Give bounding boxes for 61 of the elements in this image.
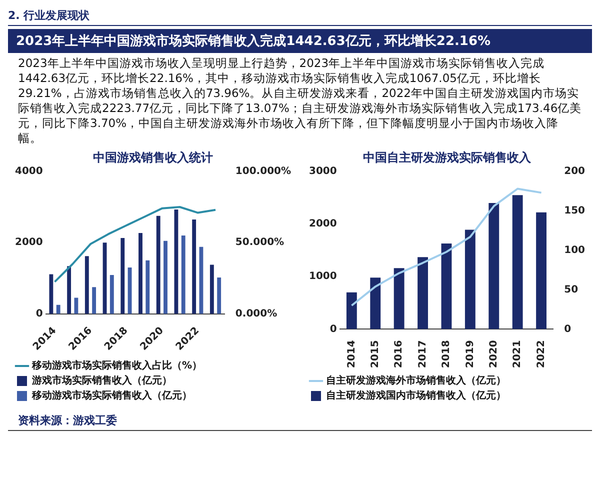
bar [92, 287, 96, 314]
y2-tick-label: 50.000% [235, 237, 284, 248]
bar [217, 278, 222, 314]
bar [370, 278, 381, 330]
x-tick-label: 2017 [417, 340, 428, 368]
x-tick-label: 2022 [536, 340, 547, 368]
bar [84, 256, 89, 314]
bar [512, 195, 523, 330]
bar [464, 230, 476, 330]
text: 2. 行业发展现状 [8, 8, 592, 26]
x-tick-label: 2016 [394, 340, 405, 368]
x-tick-label: 2020 [488, 340, 500, 368]
text: 2023年上半年中国游戏市场收入呈现明显上行趋势，2023年上半年中国游戏市场实际销售收入完成1442.63亿元，环比增长22.16%，其中，移动游戏市场实际销售收入完成1067.05亿元，环比增长29.21%，占游戏市场销售总收入的73.96%。从自主研发游戏来看，2022年中国自主研发游戏国内市场实际销售收入完成2223.77亿元，同比下降了13.07%；自主研发游戏海外市场实际销售收入完成173.46亿美元，同比下降3.70%，中国自主研发游戏海外市场收入有所下降，但下降幅度明显小于国内市场收入降幅。 [17, 55, 583, 147]
x-tick-label: 2014 [346, 340, 358, 368]
y2-tick-label: 0.000% [235, 308, 278, 320]
text: 资料来源：游戏工委 [8, 411, 592, 431]
bar [346, 292, 357, 330]
legend-label: 移动游戏市场实际销售收入（亿元） [31, 390, 192, 402]
bar [56, 304, 60, 314]
text: 2023年上半年中国游戏市场实际销售收入完成1442.63亿元，环比增长22.16% [8, 29, 592, 53]
y2-tick-label: 100.000% [235, 166, 292, 177]
chart-title: 中国游戏销售收入统计 [93, 150, 213, 164]
y2-tick-label: 50 [564, 284, 578, 296]
bar [164, 240, 168, 314]
chart-title: 中国自主研发游戏实际销售收入 [363, 150, 532, 164]
bar [146, 260, 150, 314]
bar [174, 210, 178, 314]
y-tick-label: 4000 [14, 166, 43, 177]
y2-tick-label: 150 [564, 205, 586, 216]
y-tick-label: 1000 [308, 271, 337, 282]
bar [110, 275, 114, 314]
y-tick-label: 0 [330, 324, 337, 335]
bar [181, 235, 186, 314]
y-tick-label: 0 [36, 308, 43, 320]
legend-label: 移动游戏市场实际销售收入占比（%） [31, 360, 202, 372]
x-tick-label: 2015 [370, 340, 381, 368]
y-tick-label: 3000 [308, 166, 337, 177]
bar [536, 212, 546, 330]
bar [210, 264, 214, 314]
bar [67, 266, 72, 314]
legend-label: 游戏市场实际销售收入（亿元） [31, 374, 172, 387]
x-tick-label: 2019 [464, 340, 476, 368]
x-tick-label: 2018 [441, 340, 452, 368]
y2-tick-label: 200 [564, 166, 586, 177]
y-tick-label: 2000 [308, 218, 337, 230]
bar [74, 298, 78, 314]
bar [488, 202, 500, 330]
bar [192, 219, 196, 314]
bar [138, 233, 142, 314]
legend-label: 自主研发游戏海外市场销售收入（亿元） [326, 374, 506, 387]
y2-tick-label: 0 [564, 324, 572, 335]
bar [49, 274, 54, 314]
y2-tick-label: 100 [564, 244, 586, 256]
bar [441, 243, 452, 330]
legend-label: 自主研发游戏国内市场销售收入（亿元） [326, 390, 506, 402]
x-tick-label: 2021 [512, 340, 524, 368]
bar [418, 257, 428, 330]
bar [156, 216, 160, 314]
bar [120, 238, 125, 314]
y-tick-label: 2000 [14, 237, 43, 248]
bar [394, 268, 404, 330]
